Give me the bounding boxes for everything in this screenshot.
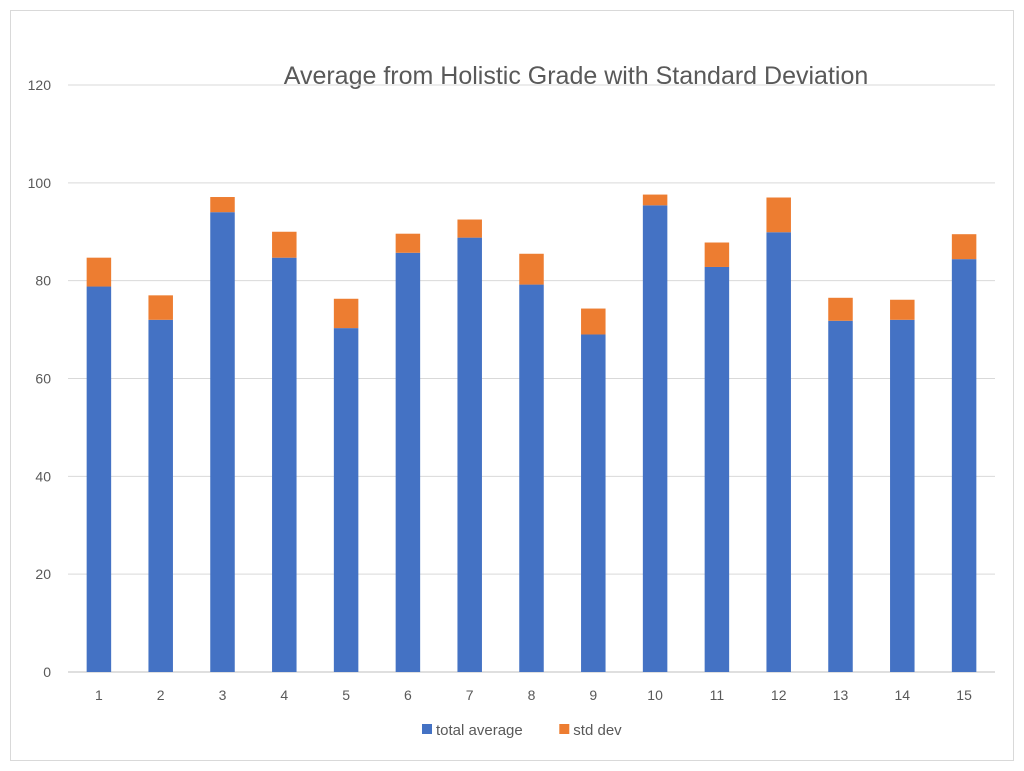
legend-label-std-dev: std dev bbox=[573, 722, 622, 739]
x-tick-label: 11 bbox=[710, 687, 725, 703]
bar-std-dev bbox=[457, 219, 482, 238]
bar-total-average bbox=[828, 320, 853, 672]
chart-area: Average from Holistic Grade with Standar… bbox=[10, 10, 1014, 761]
bar-total-average bbox=[951, 259, 977, 672]
legend-swatch-std-dev bbox=[559, 724, 570, 734]
x-tick-label: 9 bbox=[589, 687, 597, 703]
x-tick-label: 1 bbox=[95, 687, 103, 703]
bar-std-dev bbox=[272, 231, 297, 258]
bar-std-dev bbox=[951, 234, 977, 260]
bar-std-dev bbox=[395, 233, 421, 253]
x-tick-label: 8 bbox=[528, 687, 536, 703]
x-tick-label: 2 bbox=[157, 687, 165, 703]
y-tick-label: 120 bbox=[28, 77, 52, 93]
bar-total-average bbox=[333, 328, 359, 672]
bar-total-average bbox=[519, 284, 544, 672]
bar-total-average bbox=[148, 319, 173, 672]
bar-total-average bbox=[457, 237, 482, 672]
bar-std-dev bbox=[333, 298, 359, 329]
y-tick-label: 100 bbox=[28, 175, 52, 191]
bar-std-dev bbox=[642, 194, 668, 206]
x-tick-label: 12 bbox=[771, 687, 787, 703]
bar-std-dev bbox=[704, 242, 730, 267]
chart-title: Average from Holistic Grade with Standar… bbox=[284, 62, 869, 90]
x-tick-label: 3 bbox=[219, 687, 227, 703]
bar-std-dev bbox=[581, 308, 606, 335]
bar-total-average bbox=[766, 232, 791, 672]
bar-std-dev bbox=[210, 197, 235, 213]
bar-total-average bbox=[890, 319, 915, 672]
x-tick-label: 5 bbox=[342, 687, 350, 703]
legend: total average std dev bbox=[422, 722, 622, 739]
bar-std-dev bbox=[890, 299, 915, 320]
x-axis-tick-labels: 1 2 3 4 5 6 7 8 9 10 11 12 13 14 15 bbox=[95, 687, 972, 703]
x-tick-label: 10 bbox=[647, 687, 663, 703]
x-tick-label: 13 bbox=[833, 687, 849, 703]
y-tick-label: 0 bbox=[43, 664, 51, 680]
bar-total-average bbox=[581, 334, 606, 672]
y-tick-label: 60 bbox=[35, 371, 51, 387]
bars bbox=[86, 194, 977, 672]
bar-total-average bbox=[395, 252, 421, 672]
x-tick-label: 6 bbox=[404, 687, 412, 703]
stacked-bar-chart: Average from Holistic Grade with Standar… bbox=[28, 62, 995, 739]
x-tick-label: 14 bbox=[895, 687, 911, 703]
legend-swatch-total-average bbox=[422, 724, 432, 734]
y-tick-label: 40 bbox=[35, 468, 51, 484]
x-tick-label: 4 bbox=[280, 687, 288, 703]
bar-std-dev bbox=[828, 297, 853, 321]
y-axis-tick-labels: 0 20 40 60 80 100 120 bbox=[28, 77, 52, 680]
bar-std-dev bbox=[86, 257, 112, 287]
bar-total-average bbox=[642, 205, 668, 672]
x-tick-label: 7 bbox=[466, 687, 474, 703]
legend-label-total-average: total average bbox=[436, 722, 523, 739]
bar-total-average bbox=[272, 257, 297, 672]
y-tick-label: 20 bbox=[35, 566, 51, 582]
bar-std-dev bbox=[148, 295, 173, 320]
bar-std-dev bbox=[519, 253, 544, 285]
bar-total-average bbox=[210, 212, 235, 672]
bar-std-dev bbox=[766, 197, 791, 233]
bar-total-average bbox=[704, 266, 730, 672]
bar-total-average bbox=[86, 286, 112, 672]
x-tick-label: 15 bbox=[956, 687, 972, 703]
y-tick-label: 80 bbox=[35, 273, 51, 289]
